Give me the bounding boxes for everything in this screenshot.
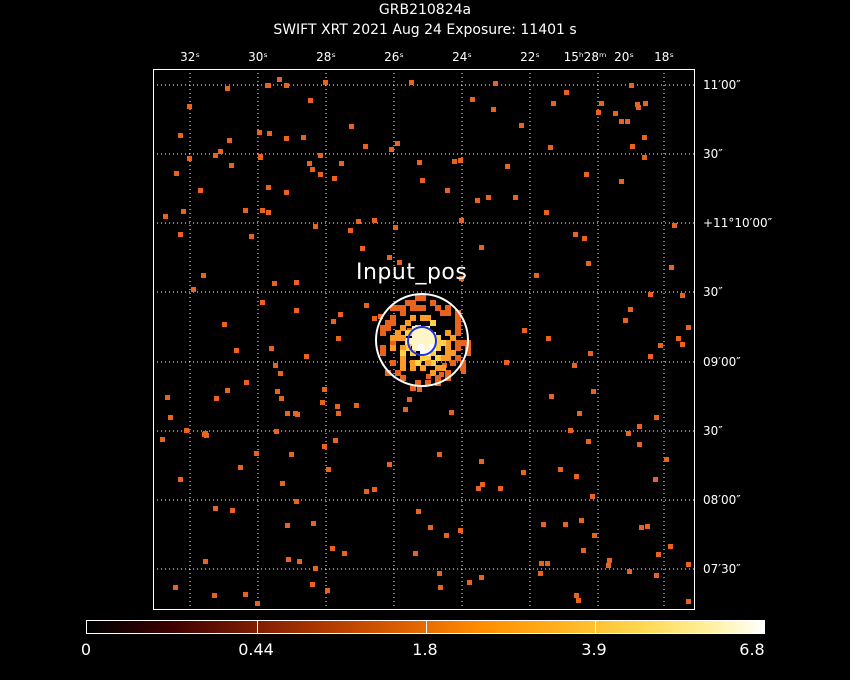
image-title: GRB210824a: [378, 2, 472, 18]
dec-tick-label: 30″: [703, 147, 723, 161]
ra-tick-label: 20ˢ: [614, 50, 634, 64]
ra-tick-label: 28ˢ: [316, 50, 336, 64]
observation-info: SWIFT XRT 2021 Aug 24 Exposure: 11401 s: [273, 22, 577, 38]
colorbar-label: 0: [80, 640, 92, 659]
ra-tick-label: 30ˢ: [248, 50, 268, 64]
dec-tick-label: 11′00″: [703, 78, 741, 92]
ra-tick-label: 32ˢ: [180, 50, 200, 64]
colorbar-label: 1.8: [412, 640, 438, 659]
ra-tick-label: 24ˢ: [452, 50, 472, 64]
ra-tick-label: 22ˢ: [520, 50, 540, 64]
ra-tick-label: 18ˢ: [654, 50, 674, 64]
colorbar: [86, 620, 765, 634]
colorbar-label: 6.8: [739, 640, 765, 659]
ra-tick-label: 26ˢ: [384, 50, 404, 64]
colorbar-tick: [257, 620, 258, 634]
image-frame: [153, 69, 695, 610]
colorbar-tick: [595, 620, 596, 634]
dec-tick-label: 30″: [703, 424, 723, 438]
dec-tick-label: 07′30″: [703, 562, 741, 576]
source-label: Input_pos: [356, 260, 468, 285]
ra-tick-label: 15ʰ28ᵐ: [563, 50, 607, 64]
colorbar-tick: [426, 620, 427, 634]
dec-tick-label: 08′00″: [703, 493, 741, 507]
dec-tick-label: +11°10′00″: [703, 216, 773, 230]
colorbar-label: 3.9: [581, 640, 607, 659]
dec-tick-label: 09′00″: [703, 355, 741, 369]
dec-tick-label: 30″: [703, 285, 723, 299]
colorbar-label: 0.44: [238, 640, 274, 659]
